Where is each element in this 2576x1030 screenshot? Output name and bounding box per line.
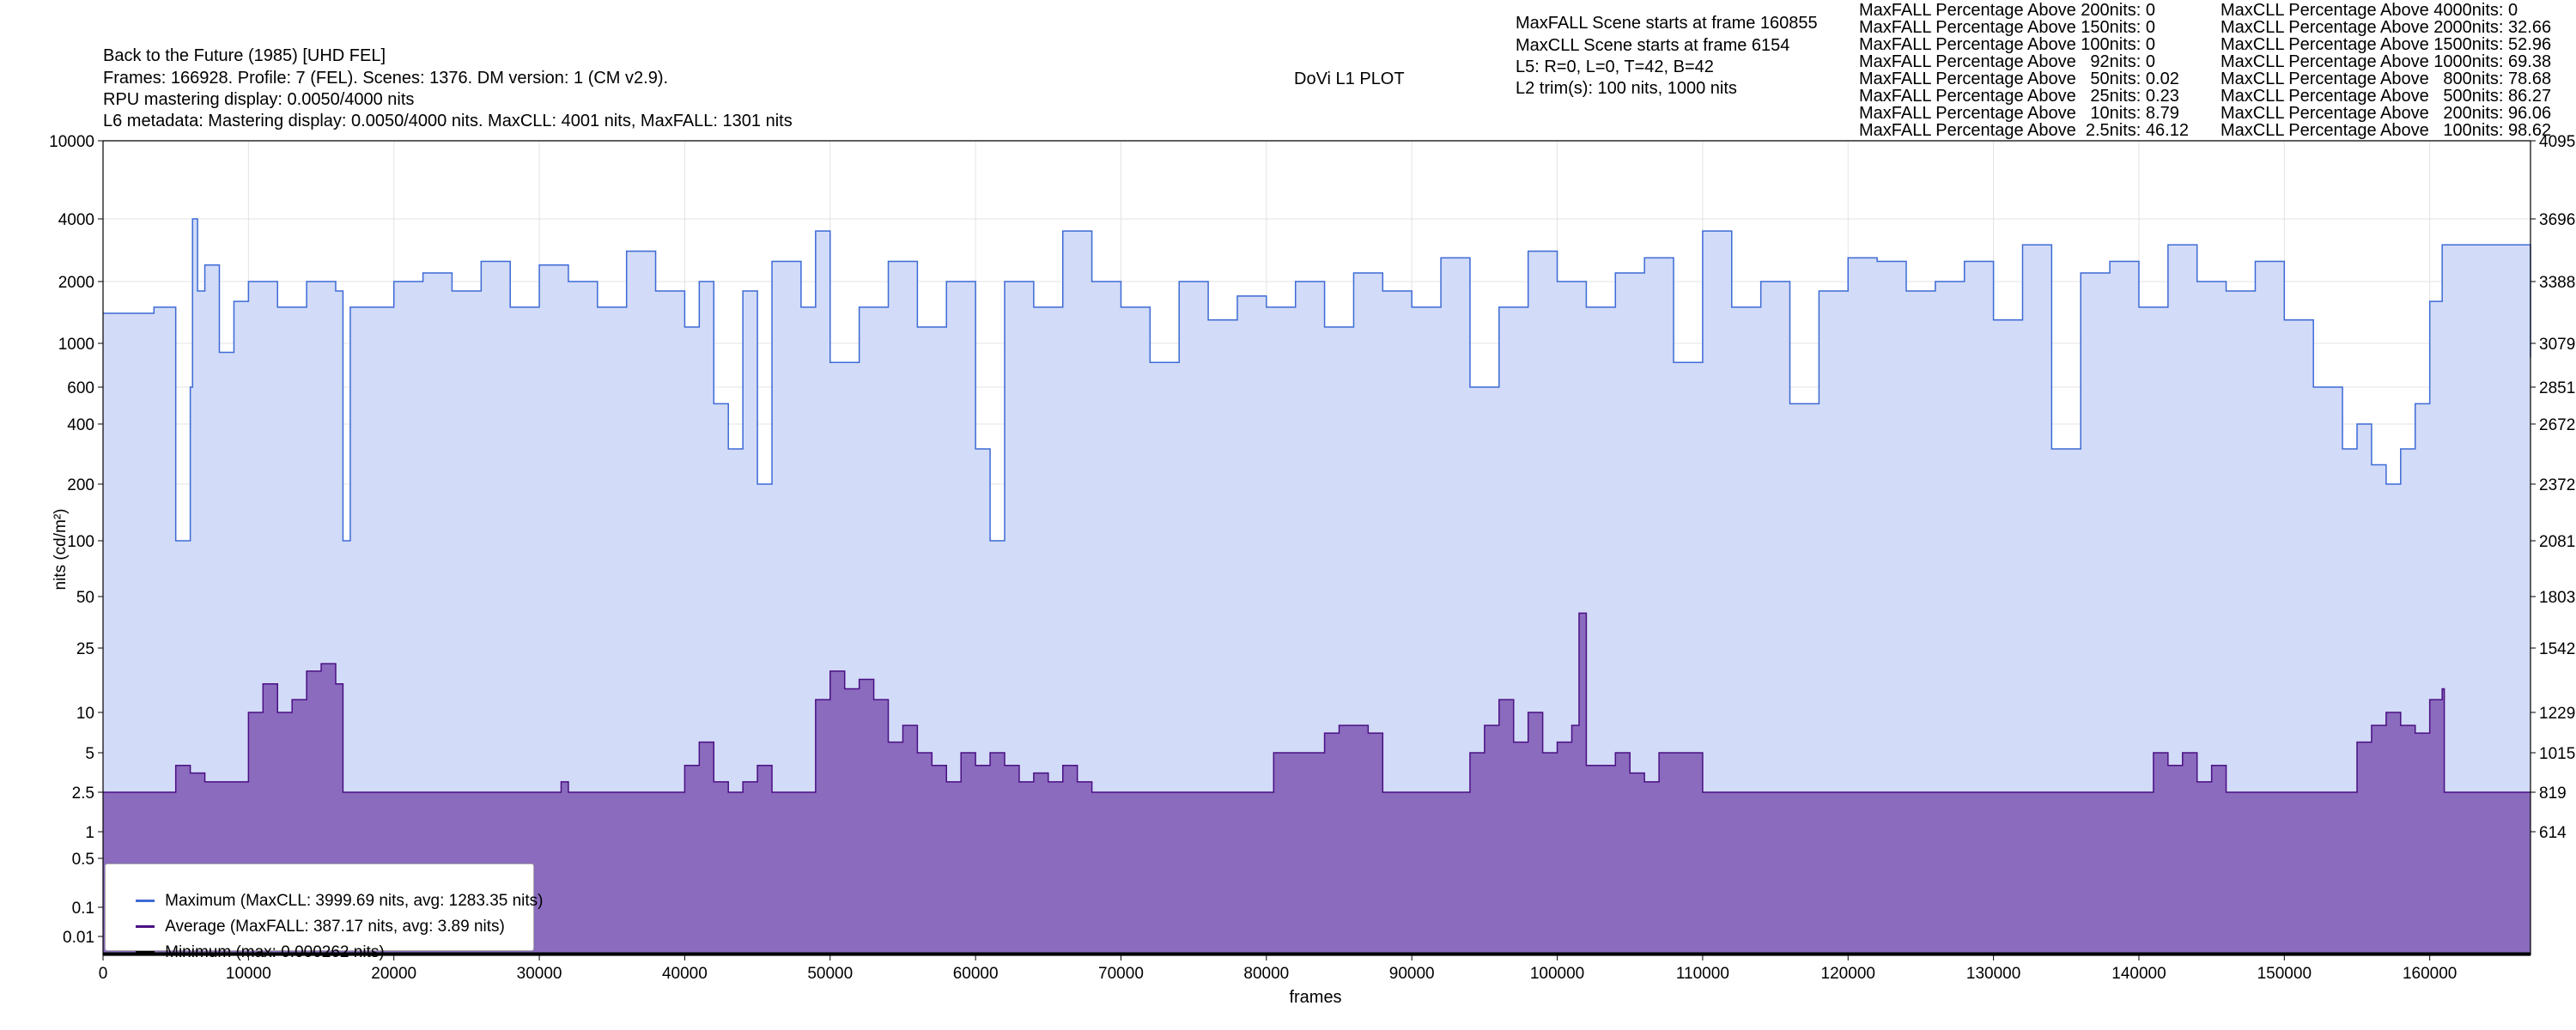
legend: Maximum (MaxCLL: 3999.69 nits, avg: 1283… — [105, 863, 544, 961]
y2-tick-label: 819 — [2539, 785, 2567, 803]
average-line — [103, 612, 2530, 793]
y-tick-label: 50 — [76, 589, 94, 607]
x-tick-label: 120000 — [1821, 965, 1875, 983]
y-tick-label: 4000 — [58, 211, 94, 229]
y-tick-label: 2000 — [58, 274, 94, 292]
header-frames-info: Frames: 166928. Profile: 7 (FEL). Scenes… — [103, 69, 669, 88]
y2-tick-label: 1015 — [2539, 745, 2575, 763]
x-tick-label: 40000 — [662, 965, 708, 983]
x-tick-label: 90000 — [1389, 965, 1435, 983]
maxfall-stat: MaxFALL Percentage Above 92nits: 0 — [1859, 52, 2156, 71]
y-tick-label: 1000 — [58, 336, 94, 354]
x-tick-label: 80000 — [1243, 965, 1289, 983]
y2-tick-label: 614 — [2539, 824, 2567, 842]
legend-item-maximum: Maximum (MaxCLL: 3999.69 nits, avg: 1283… — [118, 873, 544, 910]
info-l5: L5: R=0, L=0, T=42, B=42 — [1516, 58, 1714, 76]
y-tick-label: 10 — [76, 705, 94, 723]
legend-label-maximum: Maximum (MaxCLL: 3999.69 nits, avg: 1283… — [165, 892, 544, 910]
y-tick-label: 200 — [67, 476, 94, 494]
y2-tick-label: 1803 — [2539, 589, 2575, 607]
y2-tick-label: 2372 — [2539, 476, 2575, 494]
y-tick-label: 100 — [67, 533, 94, 551]
y2-tick-label: 2672 — [2539, 416, 2575, 434]
info-maxcll-scene: MaxCLL Scene starts at frame 6154 — [1516, 36, 1790, 55]
y2-tick-label: 2851 — [2539, 379, 2575, 397]
legend-swatch-maximum — [136, 900, 155, 903]
maxcll-stat: MaxCLL Percentage Above 200nits: 96.06 — [2221, 104, 2552, 123]
legend-swatch-average — [136, 925, 155, 929]
maxcll-stat: MaxCLL Percentage Above 100nits: 98.62 — [2221, 121, 2552, 140]
x-axis-label: frames — [1289, 988, 1341, 1007]
x-tick-label: 0 — [99, 965, 108, 983]
x-tick-label: 30000 — [517, 965, 562, 983]
x-tick-label: 110000 — [1676, 965, 1729, 983]
y2-tick-label: 2081 — [2539, 533, 2575, 551]
y-tick-label: 600 — [67, 379, 94, 397]
x-tick-label: 20000 — [371, 965, 416, 983]
x-tick-label: 10000 — [226, 965, 271, 983]
maxfall-stat: MaxFALL Percentage Above 150nits: 0 — [1859, 18, 2156, 37]
y2-tick-label: 3388 — [2539, 274, 2575, 292]
maxfall-stat: MaxFALL Percentage Above 200nits: 0 — [1859, 1, 2156, 20]
x-tick-label: 60000 — [953, 965, 999, 983]
axes: 1000040002000100060040020010050251052.51… — [49, 133, 2575, 983]
x-tick-label: 140000 — [2111, 965, 2166, 983]
legend-swatch-minimum — [136, 951, 155, 954]
legend-label-average: Average (MaxFALL: 387.17 nits, avg: 3.89… — [165, 918, 505, 936]
maxfall-stat: MaxFALL Percentage Above 10nits: 8.79 — [1859, 104, 2179, 123]
y-tick-label: 10000 — [49, 133, 94, 151]
info-maxfall-scene: MaxFALL Scene starts at frame 160855 — [1516, 14, 1818, 33]
maximum-line — [103, 218, 2531, 542]
maxcll-stat: MaxCLL Percentage Above 1500nits: 52.96 — [2221, 35, 2552, 54]
header-title: Back to the Future (1985) [UHD FEL] — [103, 46, 386, 65]
x-tick-label: 160000 — [2403, 965, 2457, 983]
y2-tick-label: 3079 — [2539, 336, 2575, 354]
maxfall-stat: MaxFALL Percentage Above 100nits: 0 — [1859, 35, 2156, 54]
legend-item-average: Average (MaxFALL: 387.17 nits, avg: 3.89… — [118, 899, 505, 936]
header-l6-metadata: L6 metadata: Mastering display: 0.0050/4… — [103, 112, 793, 130]
series — [103, 218, 2531, 955]
y-tick-label: 25 — [76, 640, 94, 658]
y-tick-label: 400 — [67, 416, 94, 434]
header-rpu-mastering: RPU mastering display: 0.0050/4000 nits — [103, 90, 415, 109]
y-tick-label: 0.5 — [72, 851, 94, 869]
y-tick-label: 1 — [85, 824, 94, 842]
maxcll-stat: MaxCLL Percentage Above 2000nits: 32.66 — [2221, 18, 2552, 37]
maxfall-stat: MaxFALL Percentage Above 25nits: 0.23 — [1859, 87, 2179, 106]
x-tick-label: 130000 — [1966, 965, 2020, 983]
y2-tick-label: 1542 — [2539, 640, 2575, 658]
y2-tick-label: 4095 — [2539, 133, 2575, 151]
maxcll-stat: MaxCLL Percentage Above 500nits: 86.27 — [2221, 87, 2552, 106]
x-tick-label: 50000 — [807, 965, 853, 983]
y-tick-label: 0.1 — [72, 900, 94, 918]
legend-label-minimum: Minimum (max: 0.000262 nits) — [165, 943, 385, 961]
y-axis-label: nits (cd/m²) — [52, 509, 70, 591]
y2-tick-label: 3696 — [2539, 211, 2575, 229]
x-tick-label: 150000 — [2257, 965, 2312, 983]
maxfall-stat: MaxFALL Percentage Above 2.5nits: 46.12 — [1859, 121, 2189, 140]
x-tick-label: 100000 — [1530, 965, 1584, 983]
maxcll-stat: MaxCLL Percentage Above 4000nits: 0 — [2221, 1, 2518, 20]
info-l2-trims: L2 trim(s): 100 nits, 1000 nits — [1516, 79, 1737, 98]
average-area — [103, 613, 2530, 955]
x-tick-label: 70000 — [1098, 965, 1144, 983]
y-tick-label: 5 — [85, 745, 94, 763]
maxcll-stat: MaxCLL Percentage Above 1000nits: 69.38 — [2221, 52, 2552, 71]
plot-title: DoVi L1 PLOT — [1294, 70, 1405, 88]
y-tick-label: 2.5 — [72, 785, 94, 803]
maxcll-stat: MaxCLL Percentage Above 800nits: 78.68 — [2221, 70, 2552, 88]
maxfall-stat: MaxFALL Percentage Above 50nits: 0.02 — [1859, 70, 2179, 88]
y2-tick-label: 1229 — [2539, 705, 2575, 723]
legend-item-minimum: Minimum (max: 0.000262 nits) — [118, 924, 385, 961]
y-tick-label: 0.01 — [63, 929, 94, 947]
